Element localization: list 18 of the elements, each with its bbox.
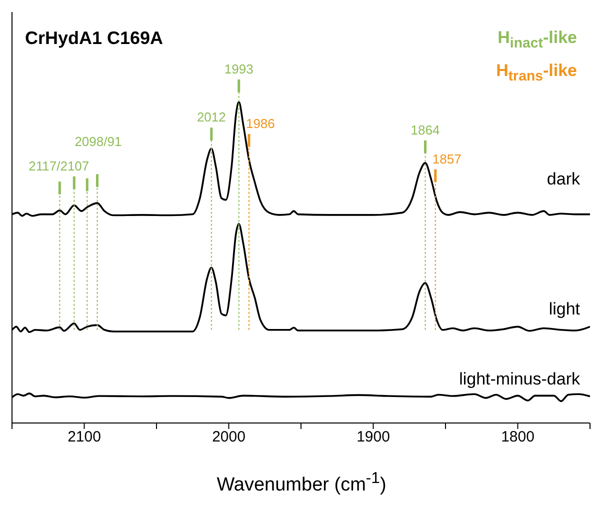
- annotation: 2117/2107: [28, 158, 90, 174]
- x-tick-label: 1800: [501, 428, 534, 446]
- annotation: 1986: [246, 116, 275, 132]
- x-tick-label: 2000: [212, 428, 246, 446]
- text: H$_{trans}$-like: [496, 61, 577, 84]
- x-tick-label: 2100: [68, 428, 101, 446]
- annotation: 1864: [410, 122, 440, 138]
- chart-title: CrHydA1 C169A: [25, 28, 164, 49]
- annotation: 2012: [196, 110, 226, 125]
- annotation: 2098/91: [74, 134, 122, 150]
- annotation: 1993: [224, 61, 254, 76]
- series-label: light-minus-dark: [459, 369, 580, 388]
- series-label: light: [548, 300, 580, 319]
- text: H$_{inact}$-like: [498, 28, 577, 52]
- x-tick-label: 1900: [356, 428, 390, 446]
- x-axis-title: Wavenumber (cm$^{-1}$): [216, 470, 388, 496]
- annotation: 1857: [432, 151, 462, 166]
- series-label: dark: [546, 169, 580, 188]
